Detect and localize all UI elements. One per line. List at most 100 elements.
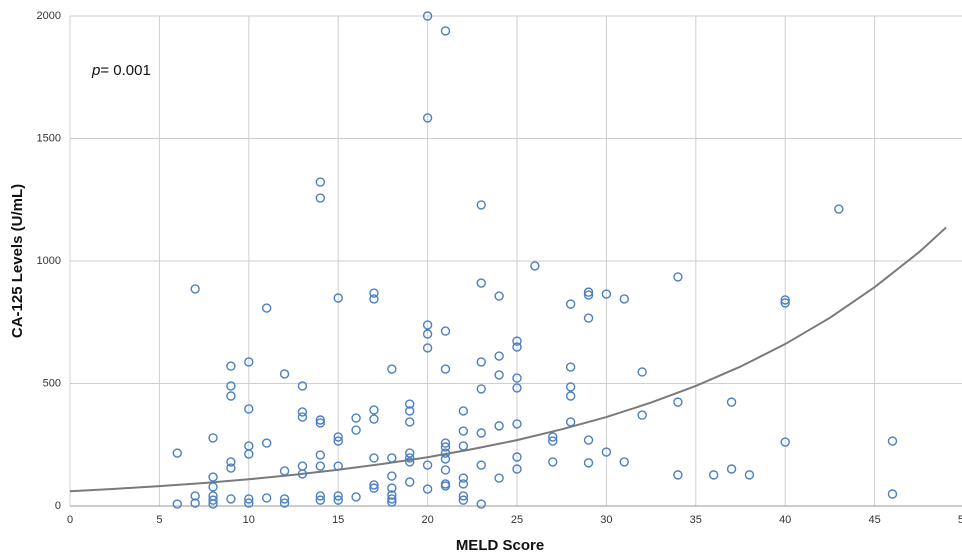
point [297, 461, 308, 471]
point [297, 469, 308, 479]
point [226, 494, 236, 504]
point [440, 442, 451, 452]
point [387, 364, 397, 374]
point [422, 11, 433, 21]
x-axis-title: MELD Score [456, 537, 544, 554]
point [172, 499, 182, 509]
point [226, 381, 236, 391]
point [619, 294, 629, 304]
point [279, 466, 290, 476]
point [494, 421, 504, 431]
point [351, 492, 361, 502]
y-tick-label: 1500 [37, 132, 61, 144]
point [387, 490, 397, 500]
point [422, 320, 433, 330]
y-tick-label: 2000 [37, 10, 61, 22]
point [351, 413, 361, 423]
trend-line [69, 226, 947, 493]
point [440, 448, 451, 458]
point [673, 470, 683, 480]
point [512, 452, 522, 462]
point [261, 303, 272, 313]
point [440, 454, 451, 464]
point [405, 453, 415, 463]
point [297, 407, 308, 417]
y-axis-title: CA-125 Levels (U/mL) [9, 184, 26, 338]
x-tick-label: 25 [511, 514, 523, 526]
point [619, 457, 629, 467]
point [369, 405, 379, 415]
point [458, 441, 469, 451]
x-tick-label: 30 [600, 514, 612, 526]
point [726, 464, 737, 474]
point [244, 357, 254, 367]
point [440, 326, 451, 336]
point [458, 406, 469, 416]
point [494, 473, 504, 483]
point [726, 397, 737, 407]
point [261, 493, 272, 503]
point [244, 449, 254, 459]
point [440, 465, 451, 475]
point [208, 482, 218, 492]
x-tick-label: 45 [868, 514, 880, 526]
point [512, 336, 522, 346]
point [476, 499, 486, 509]
point [405, 399, 415, 409]
point [387, 483, 397, 493]
point [548, 457, 558, 467]
point [887, 436, 898, 446]
point [315, 415, 326, 425]
point [208, 472, 218, 482]
point [369, 414, 379, 424]
point [387, 471, 397, 481]
point [369, 483, 379, 493]
y-tick-label: 1000 [37, 255, 61, 267]
x-tick-label: 20 [421, 514, 433, 526]
point [440, 481, 451, 491]
point [565, 362, 576, 372]
point [369, 294, 379, 304]
point [315, 177, 326, 187]
point [226, 361, 236, 371]
point [458, 479, 469, 489]
point [208, 433, 218, 443]
point [494, 351, 504, 361]
point [744, 470, 755, 480]
point [226, 457, 236, 467]
point [226, 463, 236, 473]
x-tick-label: 15 [332, 514, 344, 526]
point [315, 495, 326, 505]
point [834, 204, 844, 214]
point [405, 417, 415, 427]
point [405, 477, 415, 487]
point [315, 491, 326, 501]
point [583, 435, 594, 445]
point [548, 432, 558, 442]
point [780, 295, 790, 305]
point [476, 384, 486, 394]
point [637, 410, 647, 420]
point [565, 417, 576, 427]
point [422, 113, 433, 123]
point [226, 391, 236, 401]
point [422, 460, 433, 470]
annotation-italic: p [91, 62, 100, 79]
x-tick-label: 5 [156, 514, 162, 526]
point [601, 447, 612, 457]
point [279, 498, 290, 508]
point [512, 342, 522, 352]
point [333, 432, 343, 442]
point [440, 364, 451, 374]
point [458, 473, 469, 483]
point [476, 278, 486, 288]
point [190, 498, 200, 508]
point [780, 298, 790, 308]
point [458, 426, 469, 436]
point [405, 406, 415, 416]
y-tick-label: 0 [55, 500, 61, 512]
point [315, 450, 326, 460]
point [422, 343, 433, 353]
